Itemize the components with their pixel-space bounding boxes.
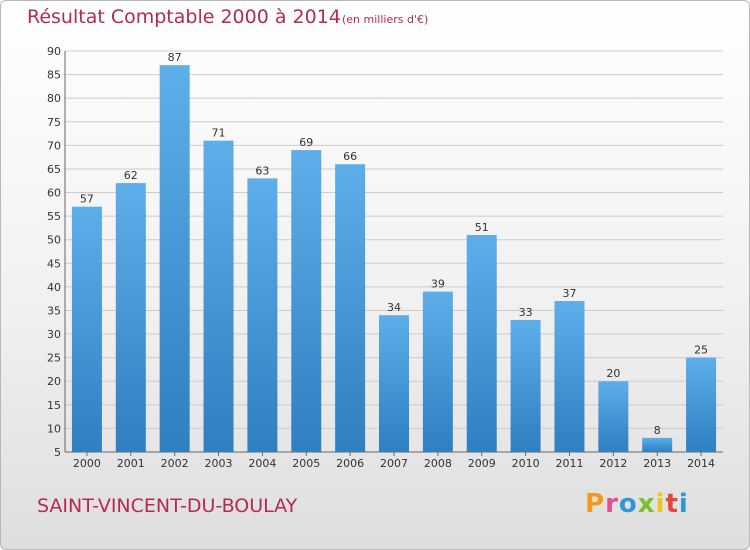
bar-value-label: 57 [80,193,94,206]
x-tick-label: 2008 [424,457,452,470]
bar-value-label: 69 [299,136,313,149]
bar-value-label: 37 [562,287,576,300]
brand-letter: P [585,489,606,519]
x-tick-label: 2011 [555,457,583,470]
bar-value-label: 20 [606,367,620,380]
chart-subtitle: (en milliers d'€) [342,13,429,26]
y-tick-label: 40 [47,281,61,294]
bar [686,357,717,452]
y-tick-label: 85 [47,69,61,82]
bar-value-label: 71 [212,127,226,140]
y-tick-label: 60 [47,187,61,200]
bar-value-label: 33 [519,306,533,319]
brand-logo: Proxiti [585,489,689,519]
y-tick-label: 20 [47,375,61,388]
bar-value-label: 87 [168,51,182,64]
bar [159,65,190,452]
bar-value-label: 8 [654,424,661,437]
brand-letter: x [637,489,656,519]
y-tick-label: 10 [47,422,61,435]
x-tick-label: 2014 [687,457,715,470]
bar [422,291,453,452]
bar [510,319,541,452]
x-tick-label: 2013 [643,457,671,470]
bars [71,65,717,453]
bar-value-label: 63 [255,164,269,177]
chart-title: Résultat Comptable 2000 à 2014 [27,6,341,28]
bar-value-label: 34 [387,301,401,314]
y-tick-label: 5 [54,446,61,459]
x-tick-label: 2010 [512,457,540,470]
bar [291,150,322,452]
x-tick-label: 2000 [73,457,101,470]
y-tick-label: 80 [47,92,61,105]
x-tick-label: 2005 [292,457,320,470]
y-tick-label: 50 [47,234,61,247]
y-tick-label: 15 [47,399,61,412]
bar-value-label: 62 [124,169,138,182]
bar [554,301,585,452]
bar [71,206,102,452]
bar-value-label: 39 [431,278,445,291]
bar [335,164,366,453]
x-tick-label: 2009 [468,457,496,470]
bar-value-label: 66 [343,150,357,163]
x-tick-label: 2003 [205,457,233,470]
brand-letter: i [655,489,666,519]
x-tick-label: 2001 [117,457,145,470]
y-tick-label: 75 [47,116,61,129]
bar [598,381,629,452]
y-tick-label: 25 [47,352,61,365]
y-tick-label: 30 [47,328,61,341]
y-tick-label: 65 [47,163,61,176]
y-tick-label: 90 [47,45,61,58]
bar [642,437,673,452]
y-tick-label: 35 [47,304,61,317]
brand-letter: t [665,489,679,519]
x-tick-label: 2004 [248,457,276,470]
brand-letter: r [605,489,619,519]
x-tick-label: 2007 [380,457,408,470]
bar-value-label: 25 [694,344,708,357]
y-tick-label: 55 [47,210,61,223]
bar [203,140,234,452]
bar [247,178,278,452]
bar [379,315,409,452]
bar [115,183,146,452]
bar [466,234,497,452]
x-tick-label: 2002 [161,457,189,470]
x-tick-label: 2012 [599,457,627,470]
brand-letter: i [678,489,689,519]
brand-letter: o [618,489,638,519]
bar-value-label: 51 [475,221,489,234]
x-tick-label: 2006 [336,457,364,470]
y-tick-label: 45 [47,257,61,270]
labels: 5 10 15 20 25 30 35 40 45 50 55 60 65 70 75 80 85 90 57 200… [47,45,715,470]
y-tick-label: 70 [47,139,61,152]
commune-name: SAINT-VINCENT-DU-BOULAY [37,495,298,517]
